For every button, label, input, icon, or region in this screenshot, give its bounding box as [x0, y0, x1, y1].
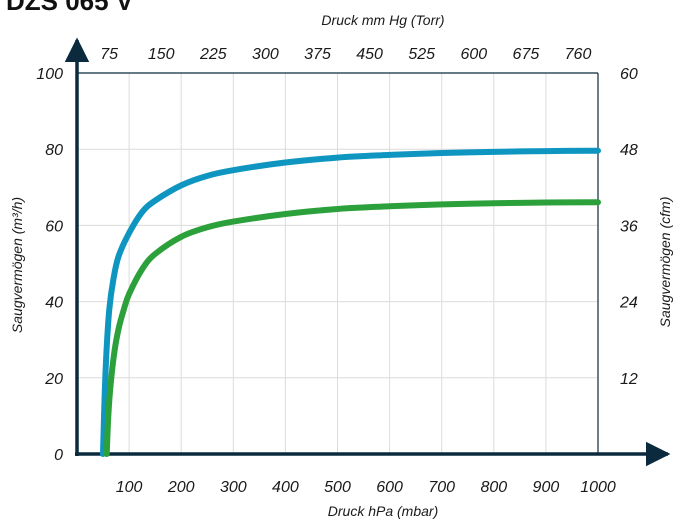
series-line-2 — [103, 199, 601, 457]
y2-tick-label: 48 — [620, 142, 638, 159]
y-tick-label: 20 — [44, 371, 63, 388]
chart-title: DZS 065 V — [6, 0, 134, 16]
x2-tick-label: 600 — [460, 46, 487, 63]
y-tick-label: 0 — [54, 447, 63, 464]
x-tick-label: 1000 — [580, 479, 616, 496]
y2-tick-label: 24 — [619, 295, 638, 312]
x2-tick-label: 300 — [252, 46, 279, 63]
series-line-1 — [100, 147, 601, 457]
x2-tick-label: 760 — [565, 46, 592, 63]
y-tick-label: 60 — [45, 218, 63, 235]
x-tick-label: 900 — [533, 479, 560, 496]
x2-tick-label: 450 — [356, 46, 383, 63]
y2-tick-label: 12 — [620, 371, 638, 388]
y-tick-label: 40 — [45, 295, 63, 312]
x2-tick-label: 225 — [199, 46, 227, 63]
grid-lines — [77, 72, 598, 454]
x-tick-label: 200 — [167, 479, 195, 496]
x-tick-label: 500 — [324, 479, 351, 496]
series-lines — [100, 147, 601, 457]
y2-axis-label: Saugvermögen (cfm) — [657, 197, 673, 328]
x2-axis-label: Druck mm Hg (Torr) — [321, 12, 444, 28]
y2-tick-label: 36 — [620, 218, 638, 235]
x-tick-label: 300 — [220, 479, 247, 496]
x-axis-label: Druck hPa (mbar) — [328, 503, 438, 519]
x-tick-label: 600 — [376, 479, 403, 496]
y2-tick-label: 60 — [620, 66, 638, 83]
x2-tick-label: 525 — [408, 46, 435, 63]
axes — [64, 37, 671, 467]
x-tick-label: 100 — [116, 479, 143, 496]
y-tick-label: 80 — [45, 142, 63, 159]
x2-tick-label: 150 — [148, 46, 175, 63]
x-tick-label: 800 — [480, 479, 507, 496]
x2-tick-label: 675 — [513, 46, 540, 63]
y-axis-label: Saugvermögen (m³/h) — [9, 197, 25, 333]
x-tick-label: 400 — [272, 479, 299, 496]
x2-tick-label: 75 — [100, 46, 118, 63]
x2-tick-label: 375 — [304, 46, 331, 63]
y-tick-label: 100 — [36, 66, 63, 83]
x-tick-label: 700 — [428, 479, 455, 496]
